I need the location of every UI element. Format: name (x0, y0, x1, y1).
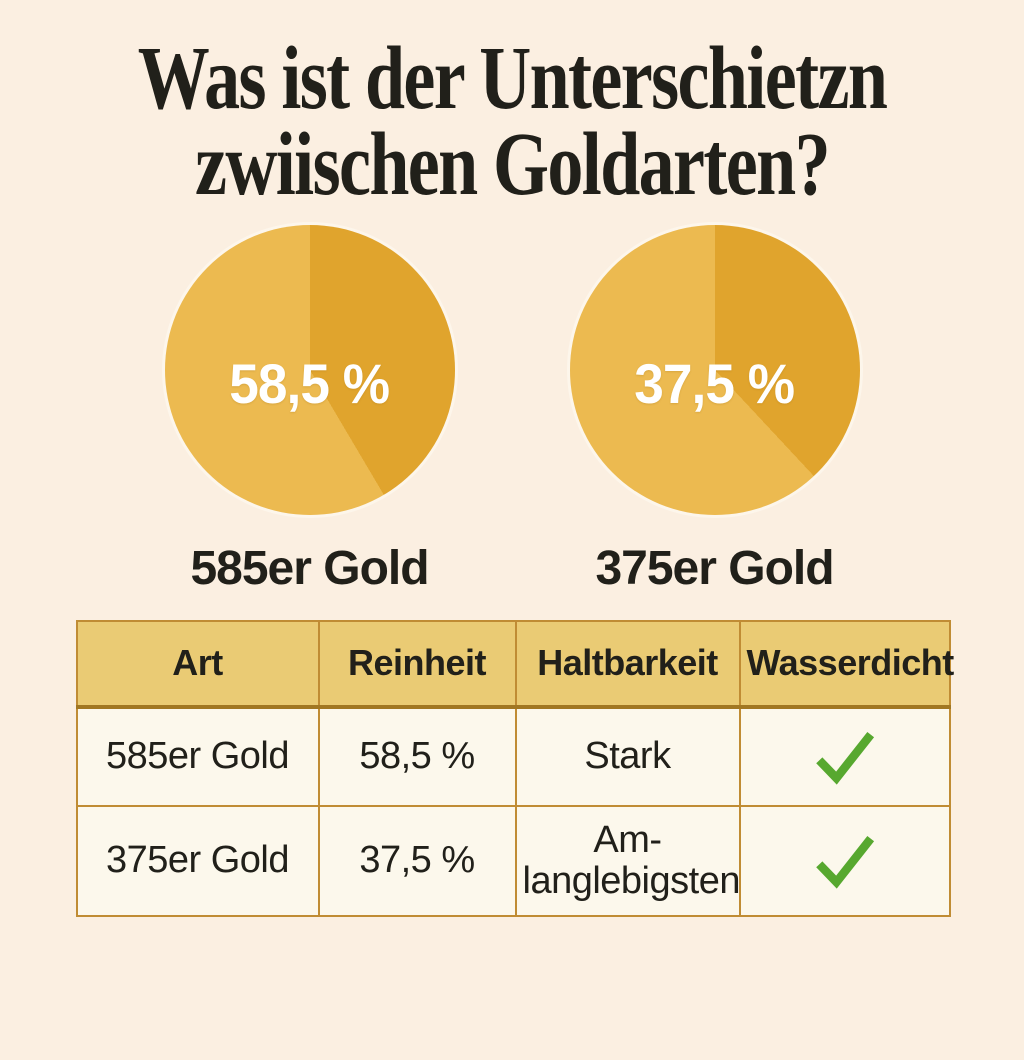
pie-chart-585er-gold: 58,5 % (164, 224, 455, 515)
col-header-wasserdicht: Wasserdicht (738, 619, 954, 709)
cell-haltbarkeit: Am- langlebigsten (514, 804, 741, 917)
table-header-row: Art Reinheit Haltbarkeit Wasserdicht (75, 619, 954, 709)
table-row-585er-gold: 585er Gold 58,5 % Stark (75, 705, 951, 807)
comparison-table-wrapper: Art Reinheit Haltbarkeit Wasserdicht 585… (75, 619, 954, 917)
pie-caption-585er-gold: 585er Gold (190, 541, 429, 595)
page-title: Was ist der Unterschietzn zwiischen Gold… (0, 29, 1024, 215)
pie-block-585er-gold: 58,5 % 585er Gold (164, 224, 455, 596)
cell-art: 375er Gold (75, 804, 320, 917)
cell-reinheit: 58,5 % (317, 705, 517, 807)
table-row-375er-gold: 375er Gold 37,5 % Am- langlebigsten (75, 804, 951, 917)
cell-reinheit: 37,5 % (317, 804, 517, 917)
pie-center-value-label: 58,5 % (229, 352, 391, 416)
gold-comparison-table: Art Reinheit Haltbarkeit Wasserdicht 585… (75, 619, 954, 917)
pie-center-value-label: 37,5 % (634, 352, 796, 416)
cell-art: 585er Gold (75, 705, 320, 807)
check-icon (815, 731, 874, 785)
title-line-2: zwiischen Goldarten? (195, 115, 831, 215)
pie-block-375er-gold: 37,5 % 375er Gold (569, 224, 860, 596)
cell-wasserdicht (738, 804, 951, 917)
pie-chart-375er-gold: 37,5 % (569, 224, 860, 515)
col-header-haltbarkeit: Haltbarkeit (514, 619, 741, 709)
col-header-reinheit: Reinheit (317, 619, 517, 709)
infographic-page: Was ist der Unterschietzn zwiischen Gold… (0, 29, 1024, 1060)
title-line-1: Was ist der Unterschietzn (137, 29, 888, 128)
cell-wasserdicht (738, 705, 951, 807)
col-header-art: Art (75, 619, 320, 709)
pie-charts-row: 58,5 % 585er Gold 37,5 % 375er Gold (0, 224, 1024, 596)
check-icon (815, 835, 874, 889)
cell-haltbarkeit: Stark (514, 705, 741, 807)
pie-caption-375er-gold: 375er Gold (595, 541, 834, 595)
